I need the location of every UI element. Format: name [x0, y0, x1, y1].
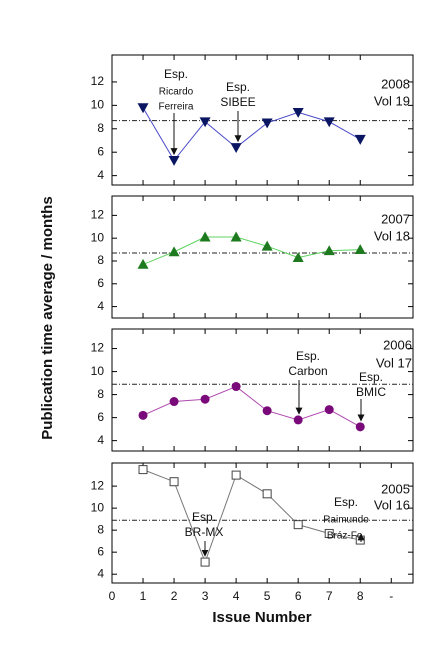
y-tick-label: 6 — [97, 410, 104, 424]
annotation: Raimundo — [323, 515, 369, 526]
data-point — [138, 410, 148, 420]
y-axis-label: Publication time average / months — [39, 196, 56, 439]
y-tick-label: 10 — [91, 500, 105, 514]
x-tick-label: 5 — [264, 589, 271, 603]
data-point — [231, 382, 241, 392]
data-line — [142, 385, 361, 428]
annotation: Esp. — [226, 80, 250, 94]
data-line — [142, 236, 361, 265]
data-line — [142, 107, 361, 162]
x-tick-label: 6 — [295, 589, 302, 603]
panel-label: Vol 19 — [374, 93, 410, 108]
y-tick-label: 10 — [91, 98, 105, 112]
data-point — [293, 520, 303, 530]
data-point — [168, 156, 180, 166]
y-tick-label: 12 — [91, 208, 105, 222]
y-tick-label: 12 — [91, 478, 105, 492]
data-point — [261, 240, 273, 251]
data-point — [138, 465, 148, 475]
y-tick-label: 8 — [97, 253, 104, 267]
x-tick-label: 4 — [233, 589, 240, 603]
x-tick-label: 2 — [171, 589, 178, 603]
y-tick-label: 8 — [97, 121, 104, 135]
data-point — [168, 246, 180, 257]
data-point — [354, 244, 366, 254]
x-tick-label: 0 — [109, 589, 116, 603]
y-tick-label: 6 — [97, 276, 104, 290]
data-point — [293, 415, 303, 425]
annotation: Ferreira — [158, 102, 193, 113]
plot-frame — [111, 328, 414, 452]
data-point — [230, 143, 242, 154]
y-tick-label: 12 — [91, 74, 105, 88]
annotation: Esp. — [192, 510, 216, 524]
data-point — [199, 117, 211, 128]
x-tick-label: 3 — [202, 589, 209, 603]
annotation: Ricardo — [159, 87, 194, 98]
annotation: BMIC — [356, 385, 386, 399]
data-point — [324, 528, 334, 538]
data-point — [323, 245, 335, 256]
plot-frame — [111, 54, 414, 186]
annotation: Esp. — [164, 67, 188, 81]
y-tick-label: 6 — [97, 144, 104, 158]
annotation: BR-MX — [185, 525, 224, 539]
y-tick-label: 10 — [91, 230, 105, 244]
panel-label: Vol 18 — [374, 228, 410, 243]
data-point — [200, 394, 210, 404]
x-tick-label: - — [389, 589, 393, 603]
y-tick-label: 8 — [97, 522, 104, 536]
data-point — [230, 231, 242, 242]
data-point — [137, 103, 149, 114]
annotation: Bráz-Fo. — [327, 531, 365, 542]
y-tick-label: 10 — [91, 364, 105, 378]
data-point — [199, 231, 211, 242]
data-point — [169, 477, 179, 487]
plot-frame — [111, 462, 414, 584]
y-tick-label: 6 — [97, 544, 104, 558]
x-tick-label: 8 — [357, 589, 364, 603]
annotation: Carbon — [288, 364, 327, 378]
annotation: Esp. — [296, 349, 320, 363]
data-point — [231, 470, 241, 480]
panel-label: Vol 17 — [376, 355, 412, 370]
data-point — [262, 406, 272, 416]
panel-label: 2007 — [381, 211, 410, 226]
data-point — [137, 258, 149, 269]
data-point — [292, 252, 304, 262]
x-axis-label: Issue Number — [212, 609, 311, 626]
data-point — [200, 557, 210, 567]
data-point — [169, 397, 179, 407]
panel-label: Vol 16 — [374, 497, 410, 512]
data-point — [261, 118, 273, 129]
panel-label: 2008 — [381, 76, 410, 91]
data-point — [354, 134, 366, 145]
y-tick-label: 12 — [91, 341, 105, 355]
x-tick-label: 1 — [140, 589, 147, 603]
data-point — [262, 489, 272, 499]
panel-label: 2005 — [381, 481, 410, 496]
annotation: Esp. — [359, 370, 383, 384]
y-tick-label: 8 — [97, 387, 104, 401]
annotation: SIBEE — [220, 95, 255, 109]
y-tick-label: 4 — [97, 433, 104, 447]
data-point — [324, 405, 334, 415]
data-point — [323, 117, 335, 128]
y-tick-label: 4 — [97, 566, 104, 580]
y-tick-label: 4 — [97, 299, 104, 313]
x-tick-label: 7 — [326, 589, 333, 603]
data-point — [292, 107, 304, 118]
data-point — [355, 422, 365, 432]
annotation: Esp. — [334, 495, 358, 509]
panel-label: 2006 — [383, 337, 412, 352]
plot-frame — [111, 195, 414, 319]
data-line — [142, 469, 361, 564]
y-tick-label: 4 — [97, 168, 104, 182]
